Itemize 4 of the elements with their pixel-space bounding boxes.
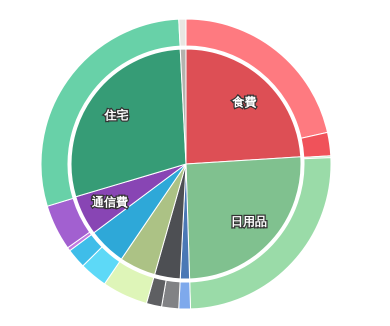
slice-label: 住宅	[104, 108, 129, 122]
slice-label: 日用品	[230, 214, 267, 228]
slice-label: 通信費	[90, 195, 128, 210]
slice-label: 食費	[231, 94, 256, 109]
